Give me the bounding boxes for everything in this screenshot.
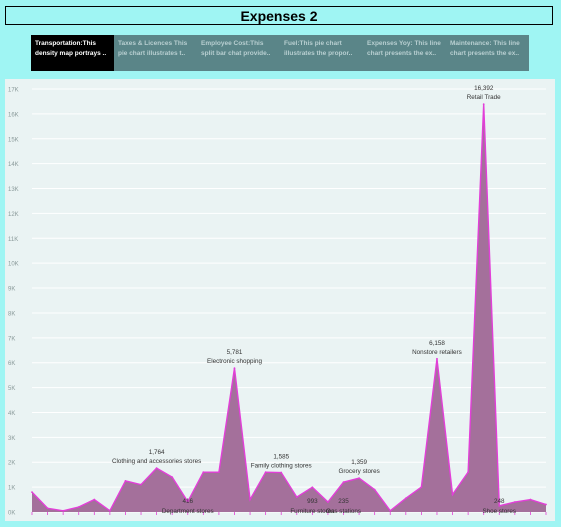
y-tick-label: 5K [8, 386, 15, 392]
y-tick-label: 13K [8, 187, 19, 193]
data-point [264, 471, 267, 474]
data-point [31, 491, 33, 493]
data-point [108, 509, 111, 512]
data-point [46, 507, 49, 510]
y-tick-label: 8K [8, 311, 15, 317]
data-label-category: Nonstore retailers [412, 349, 462, 356]
data-label-category: Grocery stores [338, 468, 379, 475]
y-tick-label: 1K [8, 486, 15, 492]
data-label-category: Shoe stores [482, 508, 516, 515]
tab-taxes-licences[interactable]: Taxes & Licences This pie chart illustra… [114, 35, 197, 71]
data-point [171, 476, 174, 479]
data-point [404, 497, 407, 500]
data-point [420, 486, 423, 489]
y-tick-label: 9K [8, 287, 15, 293]
tab-line-2: chart presents the ex.. [367, 50, 436, 57]
y-tick-label: 7K [8, 336, 15, 342]
tab-line-2: pie chart illustrates t.. [118, 50, 186, 57]
data-point [498, 504, 501, 507]
data-point [186, 500, 189, 503]
tab-line-2: density map portrays .. [35, 50, 107, 57]
data-point [373, 488, 376, 491]
data-label-category: Electronic shopping [207, 358, 262, 365]
data-point [311, 486, 314, 489]
tab-line-1: Maintenance: This line [450, 40, 520, 47]
data-label-value: 416 [182, 498, 193, 505]
data-point [451, 493, 454, 496]
data-point [342, 481, 345, 484]
data-point [155, 467, 158, 470]
tab-line-2: chart presents the ex.. [450, 50, 519, 57]
y-tick-label: 3K [8, 436, 15, 442]
data-point [358, 477, 360, 480]
data-point [327, 501, 329, 503]
tab-line-2: split bar chat provide.. [201, 50, 271, 57]
y-tick-label: 4K [8, 411, 15, 417]
data-point [436, 357, 438, 360]
data-label-category: Gas stations [326, 508, 361, 515]
data-point [124, 479, 127, 482]
y-tick-label: 15K [8, 137, 19, 143]
tab-employee-cost[interactable]: Employee Cost:This split bar chat provid… [197, 35, 280, 71]
tab-fuel[interactable]: Fuel:This pie chart illustrates the prop… [280, 35, 363, 71]
data-label-value: 235 [338, 498, 349, 505]
page-title: Expenses 2 [240, 7, 318, 24]
y-tick-label: 10K [8, 262, 19, 268]
y-tick-label: 6K [8, 361, 15, 367]
y-tick-label: 0K [8, 511, 15, 517]
data-label-value: 1,764 [149, 449, 165, 456]
data-label-category: Furniture stores [290, 508, 334, 515]
y-tick-label: 2K [8, 461, 15, 467]
data-point [280, 471, 283, 474]
series-line [31, 104, 547, 512]
data-label-category: Family clothing stores [251, 463, 312, 470]
tab-expenses-yoy[interactable]: Expenses Yoy: This line chart presents t… [363, 35, 446, 71]
data-label-category: Clothing and accessories stores [112, 458, 201, 465]
data-label-value: 248 [494, 498, 505, 505]
chart-panel: 0K 1K 2K 3K 4K 5K 6K 7K 8K 9K 10K 11K 12K 13K 14K 15K 16… [5, 79, 555, 521]
data-point [513, 501, 516, 503]
data-point [482, 103, 485, 106]
tab-transportation[interactable]: Transportation:This density map portrays… [31, 35, 114, 71]
tab-maintenance[interactable]: Maintenance: This line chart presents th… [446, 35, 529, 71]
data-point [529, 498, 532, 501]
y-tick-label: 11K [8, 237, 18, 243]
data-label-value: 1,359 [351, 459, 367, 466]
data-point [77, 506, 80, 508]
data-point [202, 471, 205, 474]
data-point [93, 498, 96, 501]
data-point [249, 498, 251, 501]
y-tick-label: 14K [8, 162, 19, 168]
data-point [140, 483, 142, 486]
data-point [218, 471, 220, 474]
data-point [545, 503, 547, 506]
data-point [389, 509, 392, 512]
dashboard-title-bar: Expenses 2 [5, 6, 553, 25]
y-tick-label: 17K [8, 88, 19, 94]
data-point [233, 367, 236, 370]
y-tick-label: 12K [8, 212, 19, 218]
data-label-value: 6,158 [429, 340, 445, 347]
tab-line-1: Fuel:This pie chart [284, 40, 342, 47]
y-tick-label: 16K [8, 112, 19, 118]
data-label-category: Department stores [162, 508, 214, 515]
data-point [62, 509, 65, 512]
tab-line-2: illustrates the propor.. [284, 50, 353, 57]
data-label-value: 1,585 [273, 454, 289, 461]
tab-line-1: Transportation:This [35, 40, 97, 47]
data-point [467, 471, 470, 474]
tab-line-1: Expenses Yoy: This line [367, 40, 441, 47]
area-fill [32, 104, 546, 512]
data-label-value: 5,781 [227, 349, 243, 356]
story-tabs: Transportation:This density map portrays… [31, 35, 529, 71]
tab-line-1: Taxes & Licences This [118, 40, 188, 47]
data-point [295, 496, 298, 498]
area-chart[interactable]: 0K 1K 2K 3K 4K 5K 6K 7K 8K 9K 10K 11K 12K 13K 14K 15K 16… [5, 79, 555, 521]
tab-line-1: Employee Cost:This [201, 40, 264, 47]
data-label-value: 993 [307, 498, 318, 505]
data-label-category: Retail Trade [467, 94, 501, 101]
data-label-value: 16,392 [474, 85, 494, 92]
